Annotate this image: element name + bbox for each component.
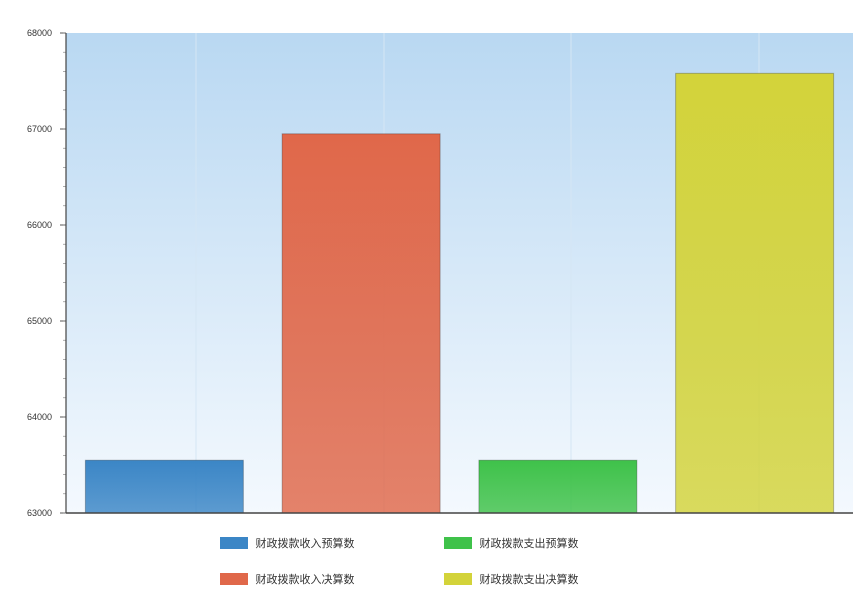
- y-tick-label: 63000: [27, 508, 52, 518]
- bar-2: [281, 133, 441, 514]
- y-tick-label: 64000: [27, 412, 52, 422]
- legend-label: 财政拨款支出决算数: [479, 573, 579, 586]
- y-tick-label: 67000: [27, 124, 52, 134]
- legend-swatch: [219, 537, 248, 549]
- y-tick-label: 65000: [27, 316, 52, 326]
- legend-row-1: 财政拨款收入预算数 财政拨款支出预算数: [0, 532, 853, 554]
- legend-swatch: [443, 537, 472, 549]
- legend-item-income-final: 财政拨款收入决算数: [219, 571, 410, 587]
- y-tick-label: 66000: [27, 220, 52, 230]
- bar-1: [84, 459, 244, 514]
- legend-label: 财政拨款收入预算数: [255, 537, 355, 550]
- bar-chart: 63000 64000 65000 66000 67000 68000: [27, 28, 853, 518]
- legend-item-expense-budget: 财政拨款支出预算数: [443, 535, 634, 551]
- legend-row-2: 财政拨款收入决算数 财政拨款支出决算数: [0, 568, 853, 590]
- legend-swatch: [219, 573, 248, 585]
- legend-label: 财政拨款支出预算数: [479, 537, 579, 550]
- bar-3: [478, 459, 638, 514]
- legend-item-income-budget: 财政拨款收入预算数: [219, 535, 410, 551]
- legend: 财政拨款收入预算数 财政拨款支出预算数 财政拨款收入决算数 财政拨款支出决算数: [0, 532, 853, 604]
- legend-item-expense-final: 财政拨款支出决算数: [443, 571, 634, 587]
- bar-4: [675, 72, 835, 514]
- y-tick-label: 68000: [27, 28, 52, 38]
- legend-label: 财政拨款收入决算数: [255, 573, 355, 586]
- legend-swatch: [443, 573, 472, 585]
